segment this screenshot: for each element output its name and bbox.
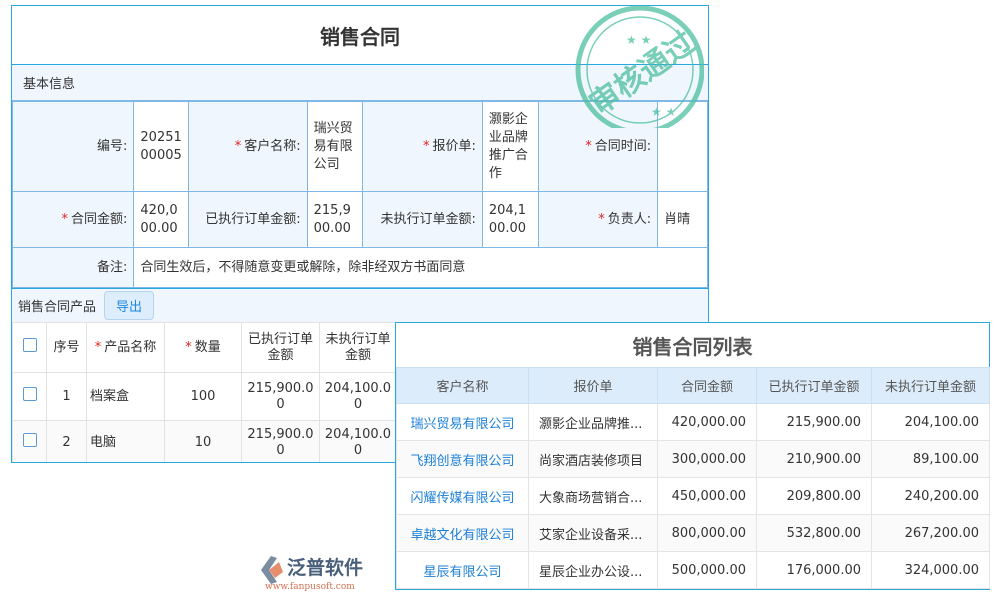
select-all-checkbox[interactable]	[12, 322, 47, 373]
table-row: 星辰有限公司 星辰企业办公设... 500,000.00 176,000.00 324,…	[396, 551, 990, 589]
logo-brand: 泛普软件	[287, 556, 363, 579]
row-checkbox[interactable]	[12, 420, 47, 462]
table-row: 闪耀传媒有限公司 大象商场营销合... 450,000.00 209,800.00 24…	[396, 477, 990, 515]
amount-cell: 300,000.00	[657, 440, 757, 478]
row-product-name: 档案盒	[86, 372, 165, 421]
customer-link[interactable]: 星辰有限公司	[396, 551, 529, 589]
row-no: 2	[46, 420, 87, 462]
header-quote[interactable]: 报价单	[528, 367, 658, 404]
unexecuted-label: 未执行订单金额:	[362, 191, 483, 248]
unexecuted-value: 204,100.00	[481, 191, 539, 248]
unexecuted-cell: 324,000.00	[871, 551, 990, 589]
executed-cell: 176,000.00	[756, 551, 872, 589]
unexecuted-cell: 240,200.00	[871, 477, 990, 515]
header-unexecuted: 未执行订单金额	[319, 322, 397, 373]
executed-cell: 209,800.00	[756, 477, 872, 515]
list-title: 销售合同列表	[632, 334, 753, 359]
amount-cell: 500,000.00	[657, 551, 757, 589]
row-executed: 215,900.00	[241, 372, 320, 421]
amount-cell: 450,000.00	[657, 477, 757, 515]
date-label: * 合同时间:	[537, 101, 659, 192]
basic-info-table: 编号: 2025100005 * 客户名称: 瑞兴贸易有限公司 * 报价单: 灏影企…	[12, 101, 708, 288]
page-title: 销售合同	[320, 24, 400, 49]
owner-value: 肖晴	[657, 191, 708, 248]
products-toolbar: 销售合同产品 导出	[12, 288, 708, 322]
unexecuted-cell: 89,100.00	[871, 440, 990, 478]
row-no: 1	[46, 372, 87, 421]
products-title: 销售合同产品	[18, 300, 97, 315]
row-unexecuted: 204,100.00	[319, 420, 397, 462]
row-executed: 215,900.00	[241, 420, 320, 462]
amount-cell: 420,000.00	[657, 403, 757, 441]
quote-cell: 灏影企业品牌推...	[528, 403, 658, 441]
table-row: 瑞兴贸易有限公司 灏影企业品牌推... 420,000.00 215,900.00 20…	[396, 403, 990, 441]
table-row: 卓越文化有限公司 艾家企业设备采... 800,000.00 532,800.00 26…	[396, 514, 990, 552]
logo-url: www.fanpusoft.com	[265, 582, 355, 592]
table-row: 飞翔创意有限公司 尚家酒店装修项目 300,000.00 210,900.00 89,1…	[396, 440, 990, 478]
unexecuted-cell: 267,200.00	[871, 514, 990, 552]
executed-label: 已执行订单金额:	[188, 191, 308, 248]
customer-link[interactable]: 卓越文化有限公司	[396, 514, 529, 552]
amount-value: 420,000.00	[133, 191, 190, 248]
number-value: 2025100005	[133, 101, 190, 192]
row-unexecuted: 204,100.00	[319, 372, 397, 421]
quote-label: * 报价单:	[362, 101, 483, 192]
remark-value: 合同生效后，不得随意变更或解除，除非经双方书面同意	[133, 247, 708, 288]
row-product-name: 电脑	[86, 420, 165, 462]
customer-label: * 客户名称:	[188, 101, 308, 192]
header-executed: 已执行订单金额	[241, 322, 320, 373]
fanpusoft-logo-icon: 泛普软件 www.fanpusoft.com	[261, 556, 363, 592]
amount-label: * 合同金额:	[12, 191, 135, 248]
executed-cell: 532,800.00	[756, 514, 872, 552]
customer-link[interactable]: 飞翔创意有限公司	[396, 440, 529, 478]
row-qty: 100	[164, 372, 242, 421]
date-value	[657, 101, 708, 192]
quote-cell: 大象商场营销合...	[528, 477, 658, 515]
quote-cell: 艾家企业设备采...	[528, 514, 658, 552]
number-label: 编号:	[12, 101, 135, 192]
header-unexecuted[interactable]: 未执行订单金额	[871, 367, 990, 404]
customer-link[interactable]: 瑞兴贸易有限公司	[396, 403, 529, 441]
remark-label: 备注:	[12, 247, 135, 288]
executed-cell: 215,900.00	[756, 403, 872, 441]
customer-value: 瑞兴贸易有限公司	[306, 101, 364, 192]
executed-value: 215,900.00	[306, 191, 364, 248]
header-executed[interactable]: 已执行订单金额	[756, 367, 872, 404]
contract-list-panel: 销售合同列表 客户名称 报价单 合同金额 已执行订单金额 未执行订单金额 瑞兴贸…	[395, 322, 990, 590]
section-basic-info: 基本信息	[12, 64, 708, 101]
quote-cell: 星辰企业办公设...	[528, 551, 658, 589]
header-product-name: * 产品名称	[86, 322, 165, 373]
owner-label: * 负责人:	[537, 191, 659, 248]
header-customer[interactable]: 客户名称	[396, 367, 529, 404]
customer-link[interactable]: 闪耀传媒有限公司	[396, 477, 529, 515]
row-qty: 10	[164, 420, 242, 462]
quote-cell: 尚家酒店装修项目	[528, 440, 658, 478]
header-no: 序号	[46, 322, 87, 373]
unexecuted-cell: 204,100.00	[871, 403, 990, 441]
executed-cell: 210,900.00	[756, 440, 872, 478]
quote-value: 灏影企业品牌推广合作	[481, 101, 539, 192]
contract-list-table: 客户名称 报价单 合同金额 已执行订单金额 未执行订单金额 瑞兴贸易有限公司 灏影…	[396, 367, 990, 589]
row-checkbox[interactable]	[12, 372, 47, 421]
export-button[interactable]: 导出	[104, 291, 155, 320]
header-amount[interactable]: 合同金额	[657, 367, 757, 404]
header-qty: * 数量	[164, 322, 242, 373]
amount-cell: 800,000.00	[657, 514, 757, 552]
